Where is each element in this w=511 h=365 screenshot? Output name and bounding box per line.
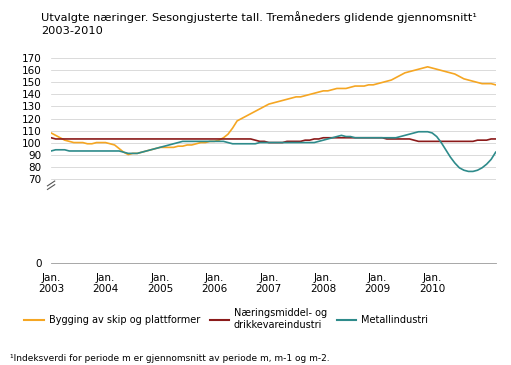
Text: ¹Indeksverdi for periode m er gjennomsnitt av periode m, m-1 og m-2.: ¹Indeksverdi for periode m er gjennomsni… — [10, 354, 330, 363]
Text: 2003-2010: 2003-2010 — [41, 26, 103, 35]
Text: Utvalgte næringer. Sesongjusterte tall. Tremåneders glidende gjennomsnitt¹: Utvalgte næringer. Sesongjusterte tall. … — [41, 11, 477, 23]
Legend: Bygging av skip og plattformer, Næringsmiddel- og
drikkevareindustri, Metallindu: Bygging av skip og plattformer, Næringsm… — [20, 304, 432, 334]
